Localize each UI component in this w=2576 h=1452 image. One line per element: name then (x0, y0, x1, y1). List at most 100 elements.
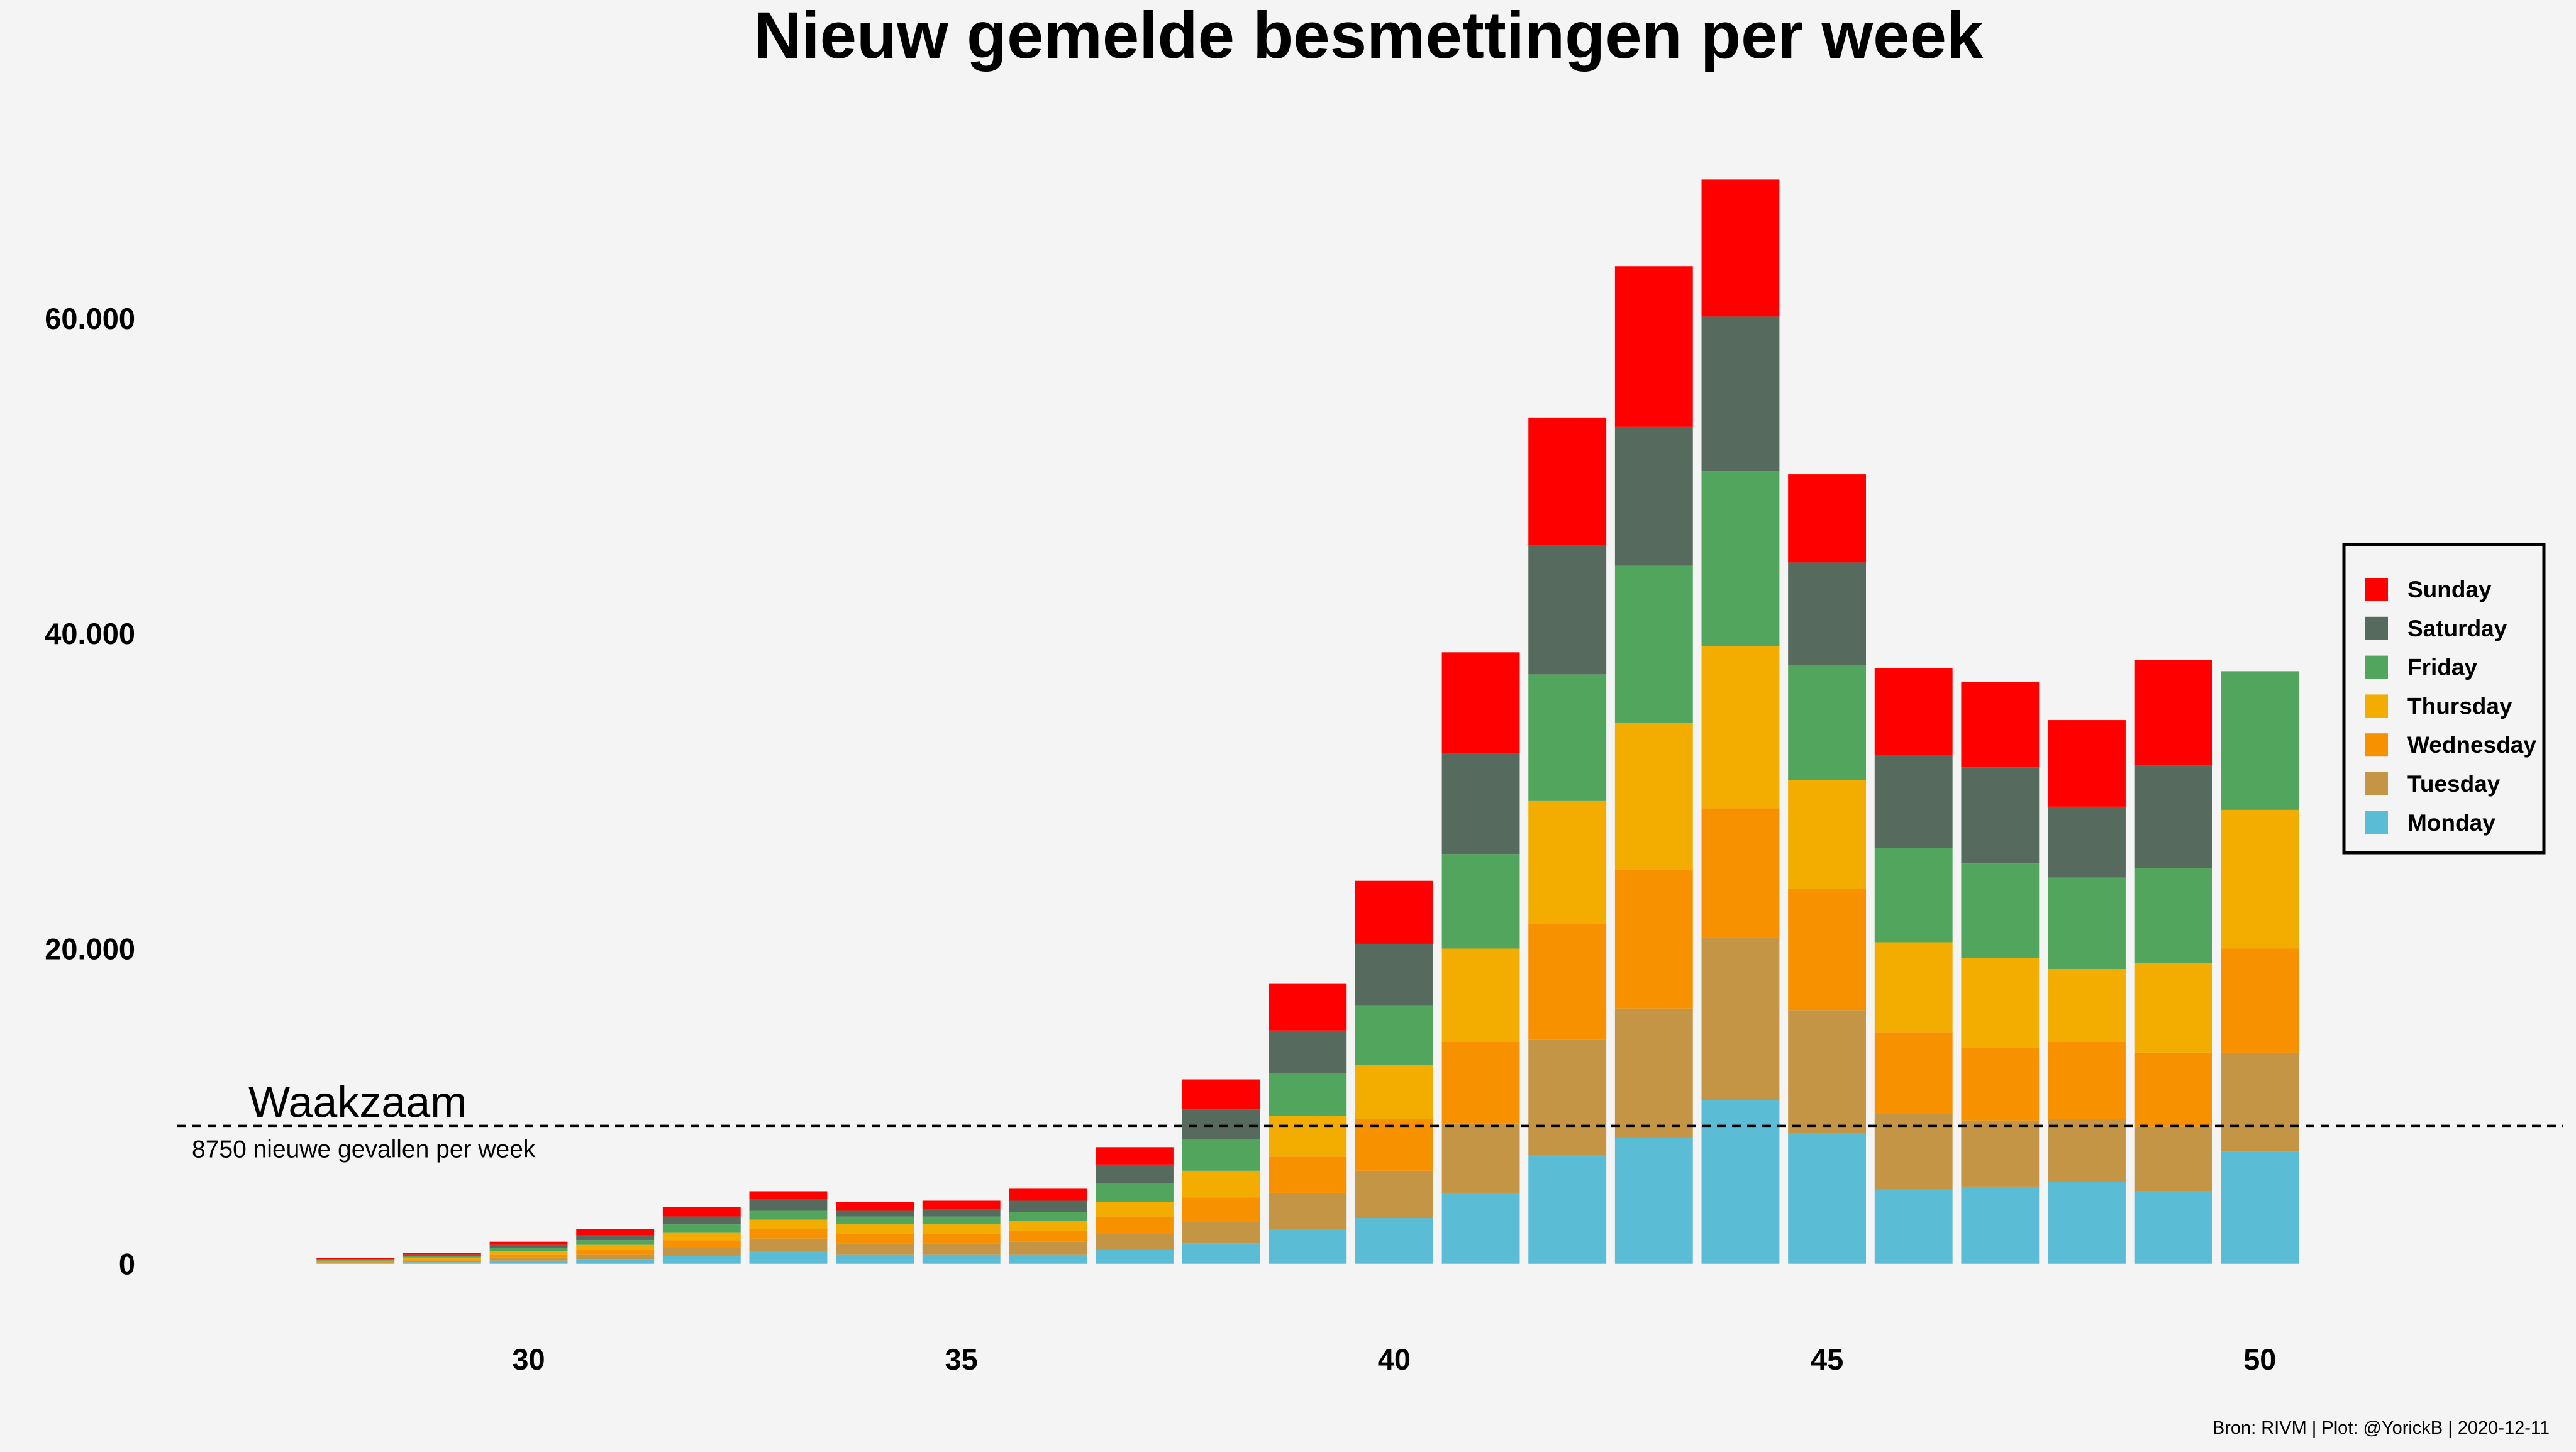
bar-segment-week-37-saturday (1096, 1164, 1174, 1183)
bar-segment-week-44-saturday (1701, 316, 1780, 472)
bar-segment-week-31-wednesday (576, 1250, 655, 1255)
bar-segment-week-46-saturday (1874, 755, 1953, 848)
legend-label-thursday: Thursday (2407, 693, 2512, 719)
bar-segment-week-28-tuesday (316, 1262, 395, 1263)
bar-segment-week-40-sunday (1355, 880, 1433, 944)
legend-label-monday: Monday (2407, 810, 2496, 836)
bar-segment-week-40-tuesday (1355, 1170, 1433, 1219)
bar-segment-week-42-tuesday (1528, 1039, 1607, 1155)
bar-segment-week-37-sunday (1096, 1147, 1174, 1165)
bar-segment-week-33-friday (749, 1210, 828, 1220)
bar-segment-week-43-tuesday (1614, 1008, 1693, 1138)
bar-segment-week-32-sunday (662, 1207, 741, 1217)
bar-segment-week-34-saturday (836, 1210, 914, 1217)
bar-segment-week-32-saturday (662, 1216, 741, 1225)
threshold-sublabel: 8750 nieuwe gevallen per week (192, 1136, 536, 1163)
bar-segment-week-44-wednesday (1701, 808, 1780, 938)
x-tick-label: 30 (512, 1343, 545, 1376)
bar-segment-week-46-monday (1874, 1189, 1953, 1264)
bar-segment-week-40-thursday (1355, 1065, 1433, 1119)
bar-segment-week-39-tuesday (1269, 1192, 1347, 1229)
bar-segment-week-39-sunday (1269, 983, 1347, 1031)
bar-segment-week-38-friday (1182, 1139, 1260, 1171)
bar-segment-week-32-wednesday (662, 1240, 741, 1248)
bar-segment-week-29-saturday (402, 1254, 481, 1256)
bar-segment-week-36-saturday (1009, 1200, 1087, 1212)
bar-segment-week-29-wednesday (402, 1259, 481, 1261)
bar-segment-week-28-wednesday (316, 1261, 395, 1263)
bar-segment-week-41-wednesday (1441, 1041, 1520, 1124)
bar-segment-week-34-wednesday (836, 1234, 914, 1244)
legend-label-friday: Friday (2407, 655, 2477, 680)
bar-segment-week-43-thursday (1614, 723, 1693, 870)
bar-segment-week-41-saturday (1441, 753, 1520, 855)
x-axis-ticks: 30 35 40 45 50 (512, 1343, 2276, 1376)
bar-segment-week-38-wednesday (1182, 1197, 1260, 1222)
bar-segment-week-32-friday (662, 1224, 741, 1233)
bar-segment-week-45-wednesday (1788, 889, 1867, 1011)
bar-segment-week-48-sunday (2048, 720, 2126, 807)
bar-segment-week-50-wednesday (2221, 948, 2299, 1053)
bar-segment-week-40-monday (1355, 1218, 1433, 1264)
bar-segment-week-44-sunday (1701, 179, 1780, 317)
bar-segment-week-47-thursday (1961, 958, 2040, 1048)
bar-segment-week-38-tuesday (1182, 1221, 1260, 1244)
bar-segment-week-37-thursday (1096, 1202, 1174, 1217)
legend-swatch-sunday (2365, 578, 2388, 601)
bar-segment-week-31-monday (576, 1259, 655, 1264)
bar-segment-week-44-monday (1701, 1100, 1780, 1264)
bar-segment-week-41-tuesday (1441, 1123, 1520, 1193)
bar-segment-week-37-tuesday (1096, 1234, 1174, 1250)
y-tick-label: 40.000 (45, 617, 135, 650)
y-axis-ticks: 0 20.000 40.000 60.000 (45, 302, 135, 1281)
bar-segment-week-47-friday (1961, 863, 2040, 958)
bar-segment-week-35-thursday (922, 1224, 1001, 1234)
bar-segment-week-46-thursday (1874, 942, 1953, 1033)
bar-segment-week-43-sunday (1614, 266, 1693, 427)
bar-segment-week-42-saturday (1528, 545, 1607, 675)
bar-segment-week-33-monday (749, 1251, 828, 1264)
bar-segment-week-46-sunday (1874, 668, 1953, 755)
bar-segment-week-36-thursday (1009, 1221, 1087, 1231)
bar-segment-week-42-thursday (1528, 800, 1607, 924)
bar-segment-week-30-friday (489, 1248, 568, 1251)
legend-label-saturday: Saturday (2407, 616, 2507, 641)
bar-segment-week-39-saturday (1269, 1030, 1347, 1073)
bar-segment-week-35-tuesday (922, 1243, 1001, 1255)
bar-segment-week-29-thursday (402, 1257, 481, 1260)
bar-segment-week-29-tuesday (402, 1260, 481, 1263)
bar-segment-week-34-tuesday (836, 1243, 914, 1255)
bar-segment-week-28-sunday (316, 1258, 395, 1260)
bar-segment-week-39-friday (1269, 1073, 1347, 1116)
bar-segment-week-42-sunday (1528, 417, 1607, 545)
bar-segment-week-34-monday (836, 1254, 914, 1264)
bar-segment-week-40-friday (1355, 1005, 1433, 1065)
bar-segment-week-43-wednesday (1614, 870, 1693, 1009)
bar-segment-week-30-tuesday (489, 1257, 568, 1261)
bar-segment-week-33-saturday (749, 1199, 828, 1211)
legend-swatch-thursday (2365, 694, 2388, 718)
bar-segment-week-48-friday (2048, 877, 2126, 970)
bar-segment-week-41-sunday (1441, 652, 1520, 753)
bar-segment-week-36-wednesday (1009, 1231, 1087, 1242)
legend-swatch-saturday (2365, 616, 2388, 640)
bar-segment-week-30-saturday (489, 1244, 568, 1248)
x-tick-label: 50 (2243, 1343, 2276, 1376)
bar-segment-week-36-friday (1009, 1212, 1087, 1222)
bar-segment-week-37-friday (1096, 1183, 1174, 1202)
bar-segment-week-41-friday (1441, 854, 1520, 949)
bar-segment-week-32-tuesday (662, 1248, 741, 1256)
bar-segment-week-50-friday (2221, 671, 2299, 810)
bar-segment-week-31-tuesday (576, 1254, 655, 1260)
bar-segment-week-50-thursday (2221, 809, 2299, 949)
x-tick-label: 40 (1378, 1343, 1411, 1376)
bar-segment-week-38-sunday (1182, 1079, 1260, 1110)
bar-segment-week-29-sunday (402, 1253, 481, 1255)
bar-segment-week-35-saturday (922, 1209, 1001, 1217)
bar-segment-week-40-wednesday (1355, 1119, 1433, 1171)
bar-segment-week-43-monday (1614, 1138, 1693, 1264)
legend-label-tuesday: Tuesday (2407, 771, 2501, 797)
bar-segment-week-35-sunday (922, 1200, 1001, 1209)
